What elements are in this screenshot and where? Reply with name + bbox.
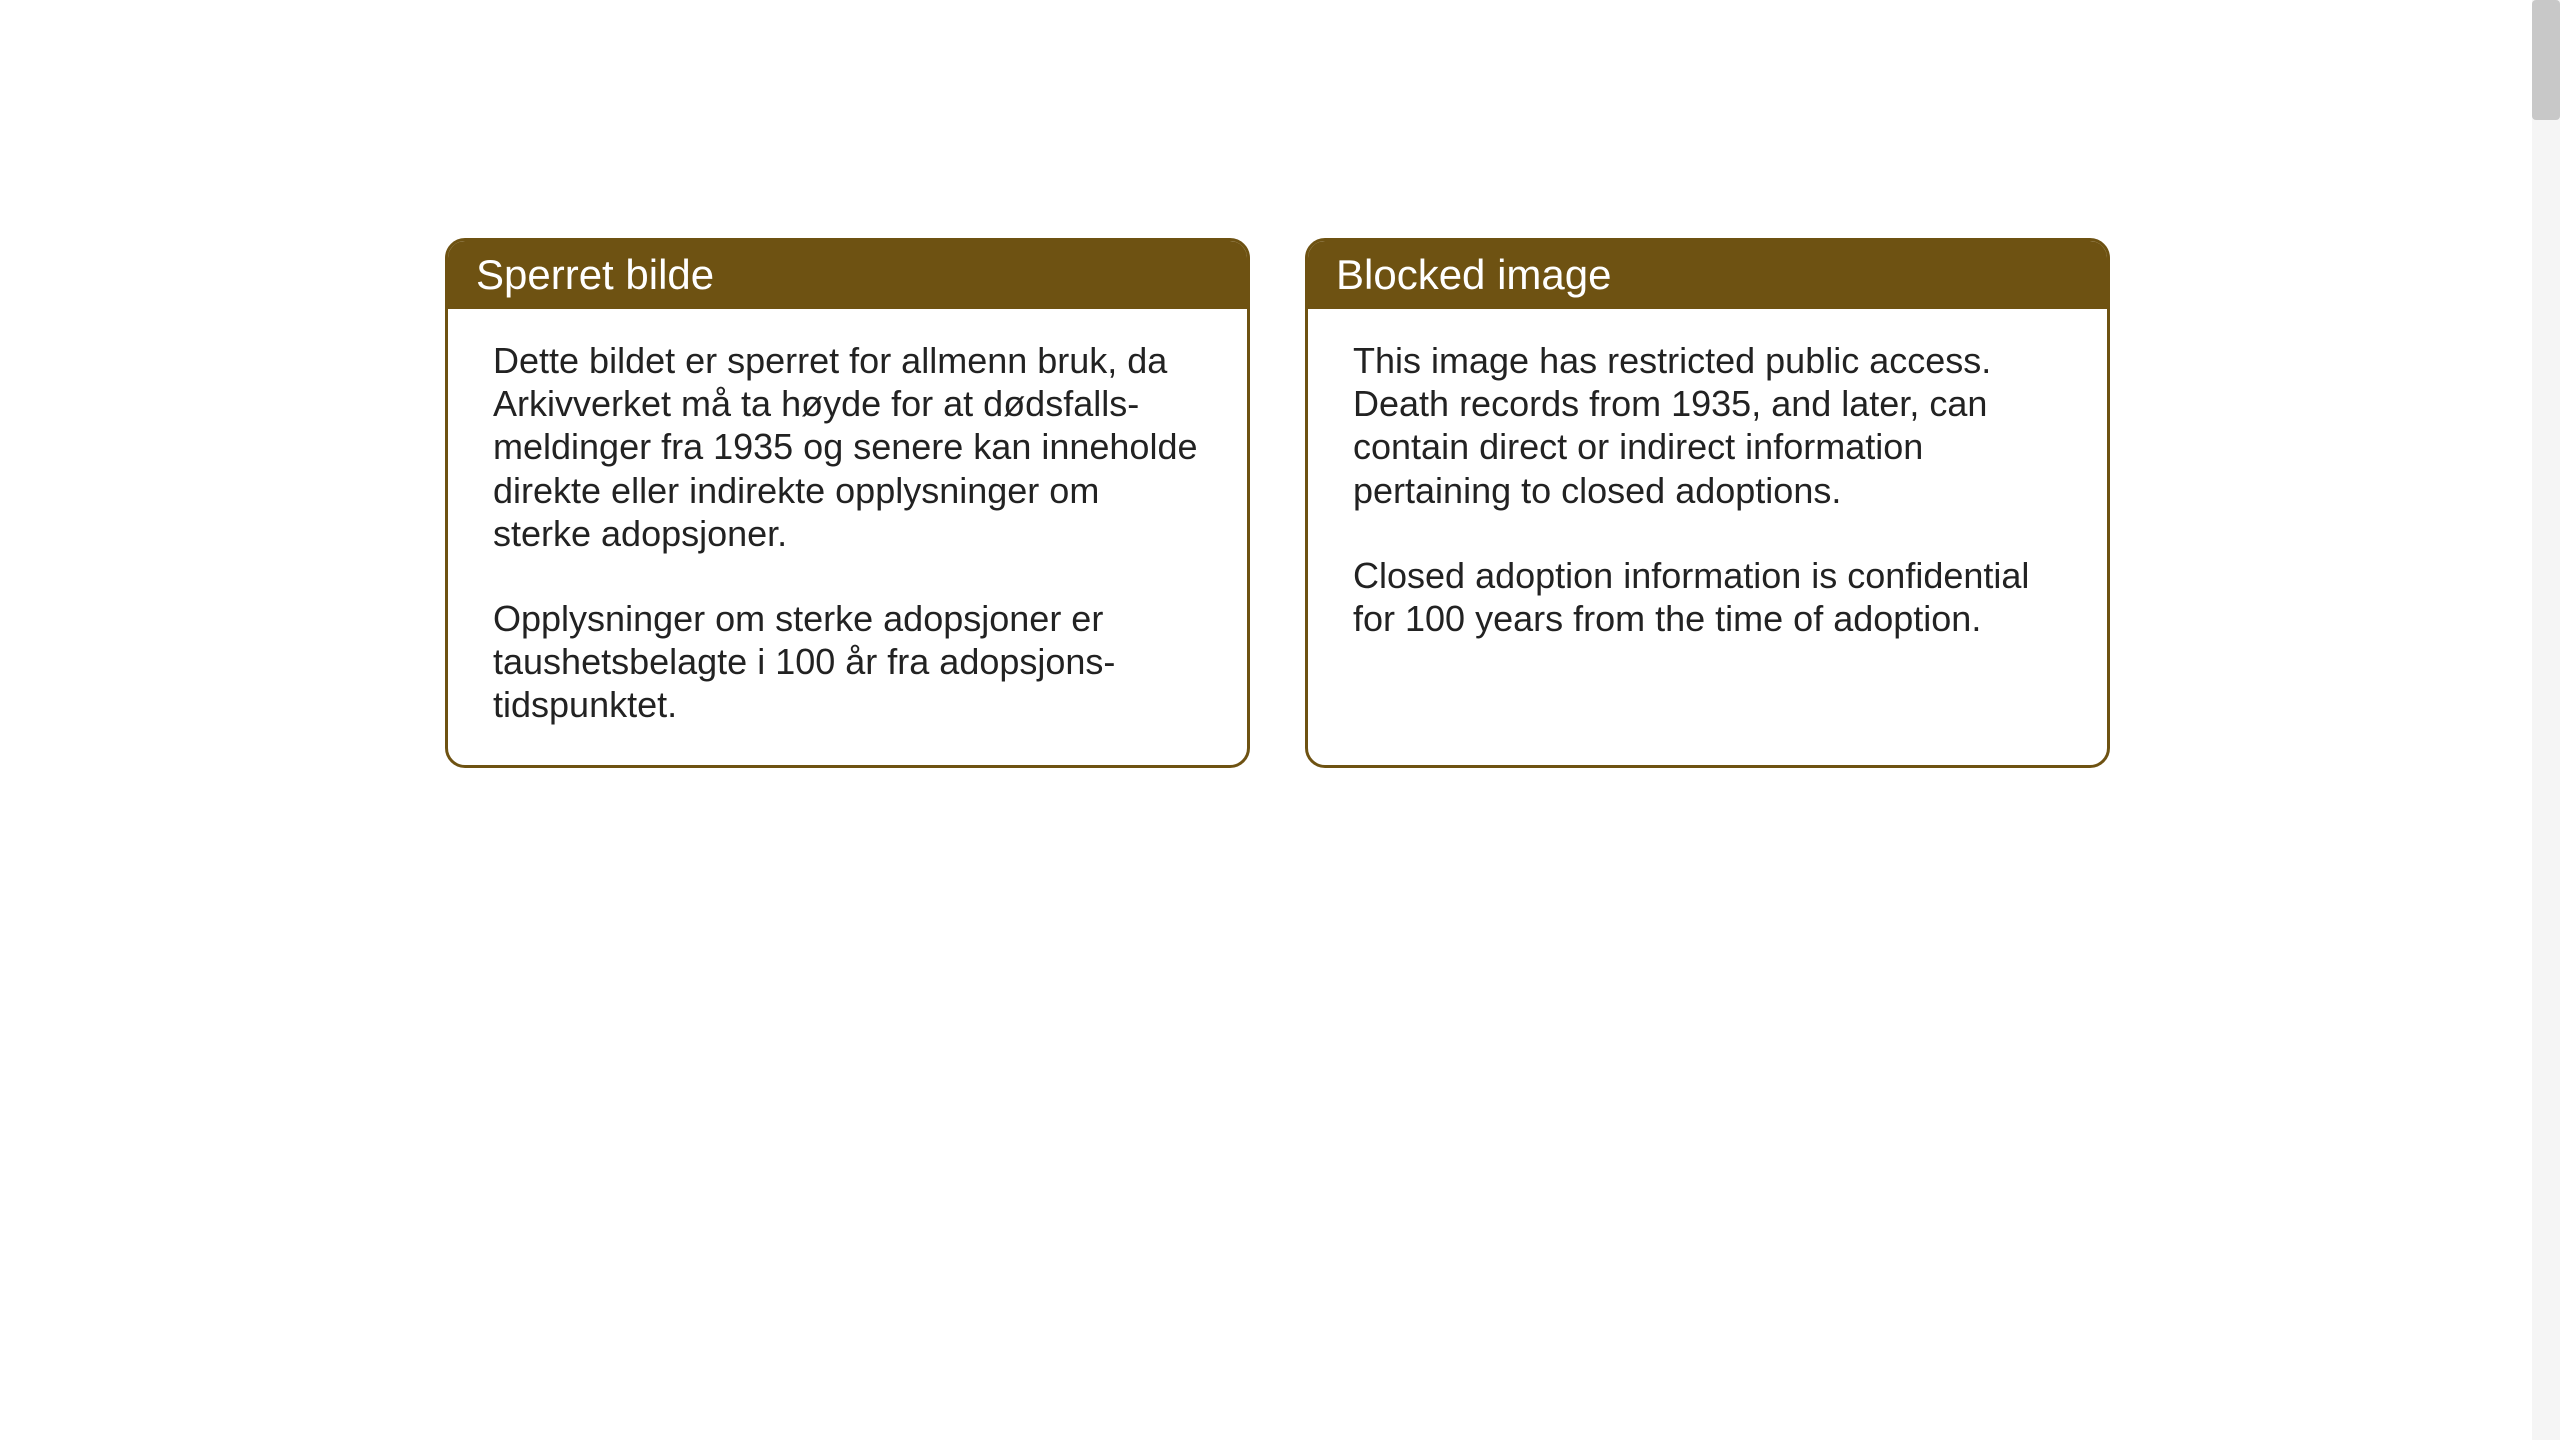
notice-cards-container: Sperret bilde Dette bildet er sperret fo…	[445, 238, 2560, 768]
english-paragraph-1: This image has restricted public access.…	[1353, 339, 2062, 512]
norwegian-paragraph-2: Opplysninger om sterke adopsjoner er tau…	[493, 597, 1202, 727]
vertical-scrollbar[interactable]	[2532, 0, 2560, 1440]
norwegian-card-body: Dette bildet er sperret for allmenn bruk…	[448, 309, 1247, 765]
scrollbar-thumb[interactable]	[2532, 0, 2560, 120]
norwegian-paragraph-1: Dette bildet er sperret for allmenn bruk…	[493, 339, 1202, 555]
norwegian-notice-card: Sperret bilde Dette bildet er sperret fo…	[445, 238, 1250, 768]
english-paragraph-2: Closed adoption information is confident…	[1353, 554, 2062, 640]
norwegian-card-title: Sperret bilde	[448, 241, 1247, 309]
english-card-title: Blocked image	[1308, 241, 2107, 309]
english-notice-card: Blocked image This image has restricted …	[1305, 238, 2110, 768]
english-card-body: This image has restricted public access.…	[1308, 309, 2107, 718]
